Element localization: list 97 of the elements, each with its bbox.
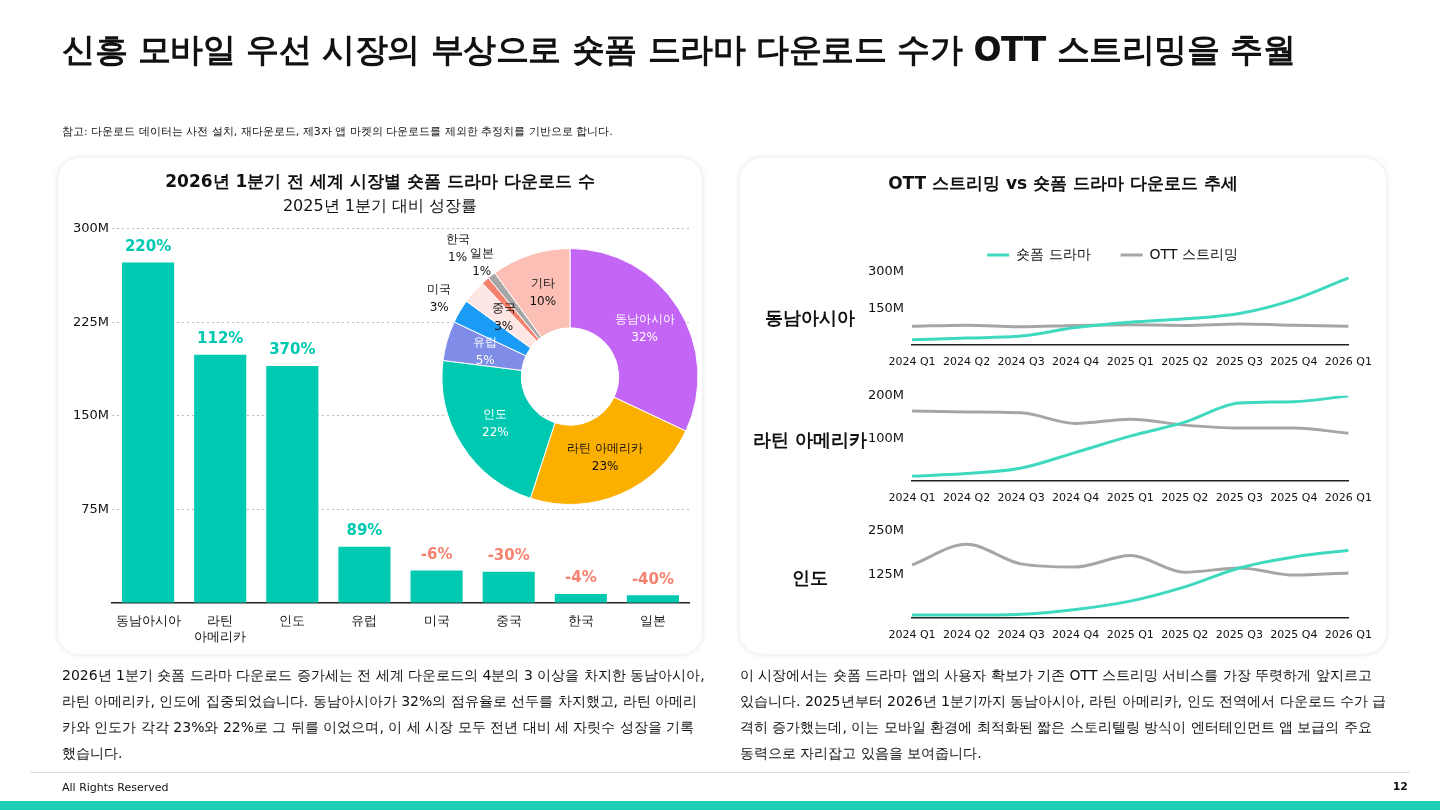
y-tick-label: 150M	[868, 299, 905, 315]
x-tick-label: 2025 Q1	[1106, 628, 1154, 642]
data-label: 22%	[482, 424, 509, 439]
data-label: 32%	[631, 330, 658, 345]
text: 신흥 모바일 우선 시장의 부상으로 숏폼 드라마 다운로드 수가 OTT 스트리밍을 추월	[62, 29, 1296, 71]
x-tick-label: 2026 Q1	[1324, 628, 1372, 642]
x-tick-label: 2025 Q1	[1106, 491, 1154, 505]
y-tick-label: 300M	[868, 263, 905, 279]
y-tick-label: 300M	[73, 220, 110, 236]
slice-label: 라틴 아메리카	[567, 440, 643, 455]
annotation: -4%	[564, 568, 597, 587]
slice-label: 한국	[445, 232, 470, 247]
x-tick-label: 2024 Q3	[997, 628, 1045, 642]
x-tick-label: 2026 Q1	[1324, 355, 1372, 369]
slice-label: 인도	[483, 406, 508, 421]
x-tick-label: 2025 Q1	[1106, 355, 1154, 369]
text: All Rights Reserved	[62, 781, 169, 794]
slice-label: 유럽	[473, 334, 498, 349]
data-label: 1%	[472, 263, 492, 278]
x-tick-label: 2024 Q3	[997, 355, 1045, 369]
data-label: 1%	[448, 250, 468, 265]
x-tick-label: 라틴 아메리카	[194, 612, 247, 644]
line-series	[910, 548, 1350, 617]
bar	[266, 365, 319, 603]
x-tick-label: 유럽	[351, 612, 378, 628]
x-tick-label: 2024 Q1	[888, 628, 936, 642]
y-tick-label: 75M	[81, 500, 110, 516]
x-tick-label: 2025 Q2	[1161, 628, 1209, 642]
x-tick-label: 2025 Q3	[1215, 628, 1263, 642]
annotation: -6%	[420, 544, 453, 563]
y-axis-title: 동남아시아	[765, 307, 855, 328]
x-tick-label: 2025 Q4	[1270, 628, 1318, 642]
slice-label: 중국	[491, 301, 516, 316]
bar	[338, 546, 391, 603]
data-label: 3%	[429, 300, 449, 315]
x-tick-label: 2025 Q2	[1161, 355, 1209, 369]
bar	[554, 594, 607, 603]
annotation: -30%	[487, 546, 530, 565]
y-tick-label: 100M	[868, 429, 905, 445]
annotation: 220%	[124, 236, 172, 255]
x-tick-label: 인도	[279, 612, 306, 628]
y-axis-title: 인도	[792, 567, 828, 588]
data-label: 10%	[529, 293, 557, 308]
bar	[410, 570, 463, 603]
x-tick-label: 2025 Q4	[1270, 491, 1318, 505]
x-tick-label: 2024 Q3	[997, 491, 1045, 505]
bar	[482, 571, 535, 603]
text: 이 시장에서는 숏폼 드라마 앱의 사용자 확보가 기존 OTT 스트리밍 서비스를 가장 뚜렷하게 앞지르고 있습니다. 2025년부터 2026년 1분기까지 동남아시아, 라틴 아메리카, 인도 전역에서 다운로드 수가 급격히 증가했는데, 이는 모바일 환경에 최적화된 짧은 스토리텔링 방식이 엔터테인먼트 앱 보급의 주요 동력으로 자리잡고 있음을 보여줍니다.	[740, 666, 1388, 763]
data-label: 23%	[591, 458, 619, 473]
line-series	[910, 395, 1350, 478]
line-series	[910, 276, 1350, 342]
y-tick-label: 225M	[73, 313, 110, 329]
x-tick-label: 중국	[495, 612, 522, 628]
slice-label: 일본	[469, 245, 494, 260]
legend-label: 숏폼 드라마	[1016, 245, 1091, 262]
y-axis-title: 라틴 아메리카	[752, 429, 868, 450]
text: 2026년 1분기 숏폼 드라마 다운로드 증가세는 전 세계 다운로드의 4분의 3 이상을 차지한 동남아시아, 라틴 아메리카, 인도에 집중되었습니다. 동남아시아가 32%의 점유율로 선두를 차지했고, 라틴 아메리카와 인도가 각각 23%와 22%로 그 뒤를 이었으며, 이 세 시장 모두 전년 대비 세 자릿수 성장을 기록했습니다.	[62, 666, 706, 763]
x-tick-label: 미국	[423, 612, 450, 628]
bar	[122, 262, 175, 603]
x-tick-label: 2024 Q4	[1052, 355, 1100, 369]
annotation: -40%	[631, 569, 675, 588]
x-tick-label: 2024 Q2	[943, 491, 991, 505]
data-label: 5%	[475, 352, 495, 367]
slice-label: 동남아시아	[614, 312, 675, 327]
x-tick-label: 2024 Q4	[1052, 628, 1100, 642]
y-tick-label: 125M	[868, 565, 905, 581]
annotation: 370%	[269, 340, 316, 359]
chart-title: 2026년 1분기 전 세계 시장별 숏폼 드라마 다운로드 수	[164, 170, 596, 193]
x-tick-label: 2025 Q3	[1215, 355, 1263, 369]
x-tick-label: 2025 Q2	[1161, 491, 1209, 505]
line-series	[910, 409, 1350, 435]
y-tick-label: 150M	[73, 407, 110, 423]
slice-label: 미국	[427, 282, 452, 297]
x-tick-label: 일본	[639, 612, 666, 628]
bar	[194, 354, 247, 603]
x-tick-label: 2026 Q1	[1324, 491, 1372, 505]
annotation: 89%	[346, 521, 383, 540]
x-tick-label: 2025 Q4	[1270, 355, 1318, 369]
text: 참고: 다운로드 데이터는 사전 설치, 재다운로드, 제3자 앱 마켓의 다운로드를 제외한 추정치를 기반으로 합니다.	[62, 124, 613, 139]
x-tick-label: 2024 Q2	[943, 355, 991, 369]
chart-title: OTT 스트리밍 vs 숏폼 드라마 다운로드 추세	[887, 172, 1239, 195]
x-tick-label: 2025 Q3	[1215, 491, 1263, 505]
annotation: 112%	[197, 329, 244, 348]
x-tick-label: 2024 Q2	[943, 628, 991, 642]
x-tick-label: 2024 Q1	[888, 491, 936, 505]
text: 12	[1392, 780, 1408, 793]
x-tick-label: 한국	[567, 612, 594, 628]
chart-subtitle: 2025년 1분기 대비 성장률	[281, 196, 479, 217]
slice-label: 기타	[530, 275, 555, 290]
line-series	[910, 542, 1350, 577]
x-tick-label: 2024 Q4	[1052, 491, 1100, 505]
x-tick-label: 동남아시아	[115, 612, 181, 628]
legend-label: OTT 스트리밍	[1149, 245, 1238, 262]
y-tick-label: 250M	[868, 522, 905, 538]
bar	[626, 595, 679, 603]
x-tick-label: 2024 Q1	[888, 355, 936, 369]
y-tick-label: 200M	[868, 387, 905, 403]
